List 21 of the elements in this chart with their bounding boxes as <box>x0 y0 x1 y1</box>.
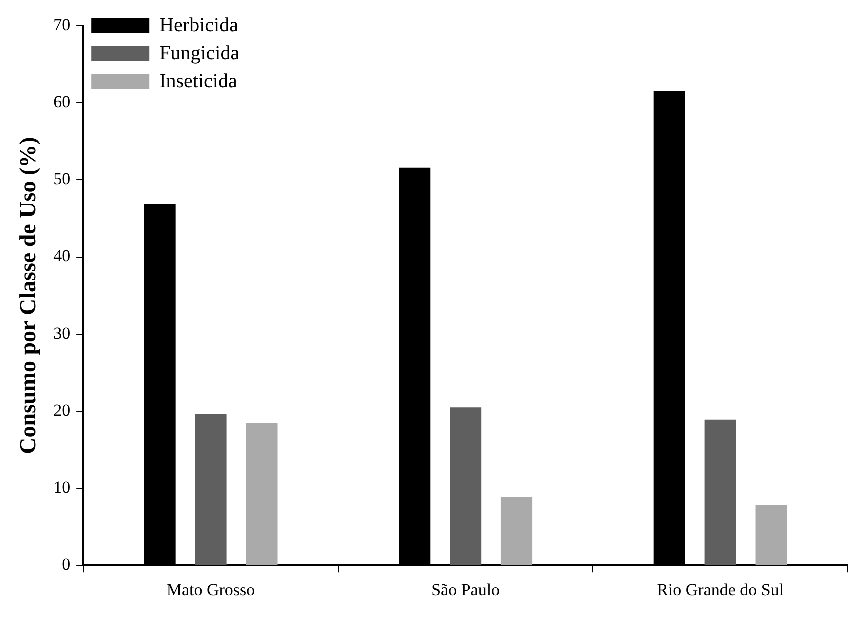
bar <box>756 505 788 566</box>
y-tick-label: 70 <box>54 15 71 34</box>
bar <box>450 408 482 566</box>
y-tick-label: 10 <box>54 478 71 497</box>
x-tick-label: Rio Grande do Sul <box>657 580 784 600</box>
y-tick-label: 20 <box>54 400 71 420</box>
y-axis-title: Consumo por Classe de Uso (%) <box>16 137 41 454</box>
x-tick-label: Mato Grosso <box>166 580 256 600</box>
bar <box>704 420 736 566</box>
y-tick-label: 0 <box>62 555 71 574</box>
bar <box>246 422 278 566</box>
bar <box>195 414 227 566</box>
bar <box>500 496 533 566</box>
y-tick-label: 30 <box>54 324 71 343</box>
y-tick-label: 60 <box>54 92 71 112</box>
legend-label: Inseticida <box>160 70 238 92</box>
y-tick-label: 50 <box>54 170 71 189</box>
legend-label: Fungicida <box>160 42 240 64</box>
legend-label: Herbicida <box>160 14 239 36</box>
y-tick-label: 40 <box>54 246 71 266</box>
x-tick-label: São Paulo <box>432 580 500 600</box>
